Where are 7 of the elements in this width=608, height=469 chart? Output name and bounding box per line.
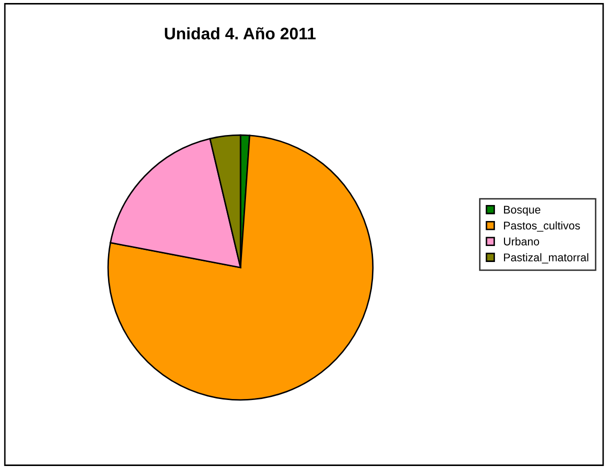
legend-label: Pastizal_matorral (504, 253, 588, 264)
legend-label: Urbano (504, 237, 540, 246)
legend-label: Pastos_cultivos (504, 221, 580, 232)
pie-slice (107, 134, 374, 401)
chart-title: Unidad 4. Año 2011 (164, 27, 316, 40)
legend-label: Bosque (504, 206, 540, 216)
pie-slice (110, 138, 242, 268)
